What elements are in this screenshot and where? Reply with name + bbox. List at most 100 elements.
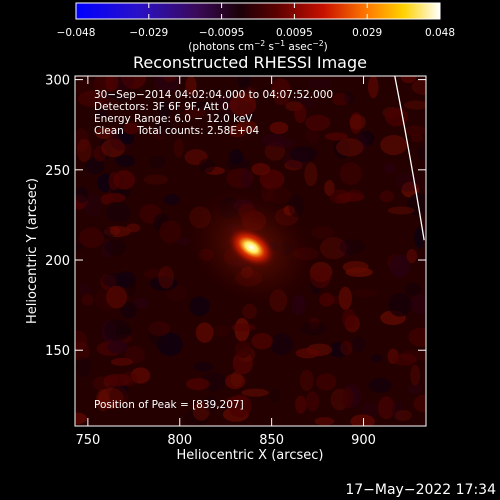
noise-blob — [183, 107, 206, 119]
noise-blob — [404, 282, 421, 296]
noise-blob — [392, 353, 417, 366]
noise-blob — [411, 78, 426, 95]
noise-blob — [102, 192, 126, 203]
noise-blob — [134, 298, 149, 308]
noise-blob — [75, 330, 88, 351]
annotation-energy-range: Energy Range: 6.0 − 12.0 keV — [94, 113, 253, 125]
noise-blob — [232, 351, 253, 375]
noise-blob — [148, 321, 170, 337]
y-tick-label: 250 — [45, 164, 70, 179]
noise-blob — [189, 296, 210, 317]
noise-blob — [329, 189, 352, 204]
noise-blob — [324, 132, 348, 141]
noise-blob — [185, 76, 197, 96]
noise-blob — [380, 134, 408, 156]
y-axis-tick-labels: 150 200 250 300 — [45, 74, 70, 360]
noise-blob — [414, 226, 425, 249]
noise-blob — [123, 122, 139, 135]
noise-blob — [75, 341, 90, 361]
noise-blob — [148, 323, 165, 347]
noise-blob — [395, 172, 422, 192]
noise-blob — [316, 373, 337, 391]
noise-blob — [194, 361, 214, 372]
noise-blob — [406, 248, 418, 264]
x-axis-tick-labels: 750 800 850 900 — [75, 433, 375, 448]
noise-blob — [314, 417, 335, 426]
noise-blob — [291, 294, 306, 316]
noise-blob — [110, 357, 133, 366]
colorbar-tick-label: −0.0095 — [199, 27, 245, 39]
noise-blob — [231, 323, 256, 332]
x-axis-label: Heliocentric X (arcsec) — [177, 448, 324, 463]
noise-blob — [83, 193, 103, 218]
noise-blob — [104, 319, 131, 342]
noise-blob — [149, 276, 178, 291]
noise-blob — [214, 111, 230, 128]
noise-blob — [336, 240, 352, 257]
noise-blob — [194, 101, 212, 110]
noise-blob — [105, 76, 119, 92]
noise-blob — [159, 220, 182, 244]
noise-blob — [304, 114, 331, 131]
noise-blob — [342, 261, 369, 274]
noise-blob — [269, 389, 281, 403]
noise-blob — [341, 308, 356, 329]
noise-blob — [350, 414, 375, 426]
x-tick-label: 900 — [351, 433, 376, 448]
noise-blob — [143, 174, 168, 185]
noise-blob — [101, 138, 126, 158]
x-axis-ticks — [87, 76, 365, 426]
noise-blob — [81, 293, 94, 306]
noise-blob — [198, 158, 216, 173]
timestamp: 17−May−2022 17:34 — [345, 482, 496, 498]
noise-blob — [341, 387, 354, 409]
noise-blob — [309, 317, 320, 330]
noise-blob — [269, 121, 289, 135]
noise-blob — [109, 226, 121, 236]
noise-blob — [108, 172, 120, 190]
colorbar-units-label: (photons cm−2 s−1 asec−2) — [188, 39, 327, 53]
noise-blob — [391, 401, 404, 422]
noise-blob — [195, 322, 214, 343]
noise-blob — [109, 386, 129, 407]
noise-blob — [319, 292, 335, 307]
noise-blob — [387, 206, 415, 215]
noise-blob — [173, 138, 184, 158]
x-tick-label: 750 — [75, 433, 100, 448]
noise-blob — [95, 109, 109, 119]
noise-blob — [300, 322, 327, 336]
noise-blob — [158, 100, 170, 121]
noise-blob — [121, 76, 147, 89]
noise-blob — [186, 378, 210, 391]
y-tick-label: 200 — [45, 254, 70, 269]
noise-blob — [368, 377, 392, 394]
noise-blob — [338, 286, 352, 311]
noise-blob — [224, 373, 246, 390]
noise-blob — [115, 154, 135, 168]
noise-blob — [379, 190, 395, 203]
noise-blob — [358, 131, 375, 146]
noise-blob — [75, 412, 87, 425]
noise-blob — [332, 93, 350, 106]
noise-blob — [361, 401, 379, 418]
noise-blob — [339, 238, 365, 255]
noise-blob — [299, 369, 314, 391]
noise-blob — [410, 294, 426, 315]
noise-blob — [284, 159, 303, 171]
observation-annotations: 30−Sep−2014 04:02:04.000 to 04:07:52.000… — [94, 89, 333, 137]
background-noise-pattern — [75, 76, 426, 426]
noise-blob — [153, 128, 167, 140]
noise-blob — [163, 76, 176, 82]
noise-blob — [203, 395, 216, 413]
noise-blob — [319, 237, 348, 260]
noise-blob — [75, 194, 88, 210]
noise-blob — [148, 156, 166, 169]
annotation-clean-counts: Clean Total counts: 2.58E+04 — [94, 125, 259, 137]
noise-blob — [106, 125, 119, 137]
noise-blob — [340, 340, 353, 356]
noise-blob — [225, 396, 248, 406]
noise-blob — [78, 283, 92, 296]
noise-blob — [251, 332, 273, 350]
noise-blob — [306, 79, 333, 88]
noise-blob — [377, 396, 395, 420]
